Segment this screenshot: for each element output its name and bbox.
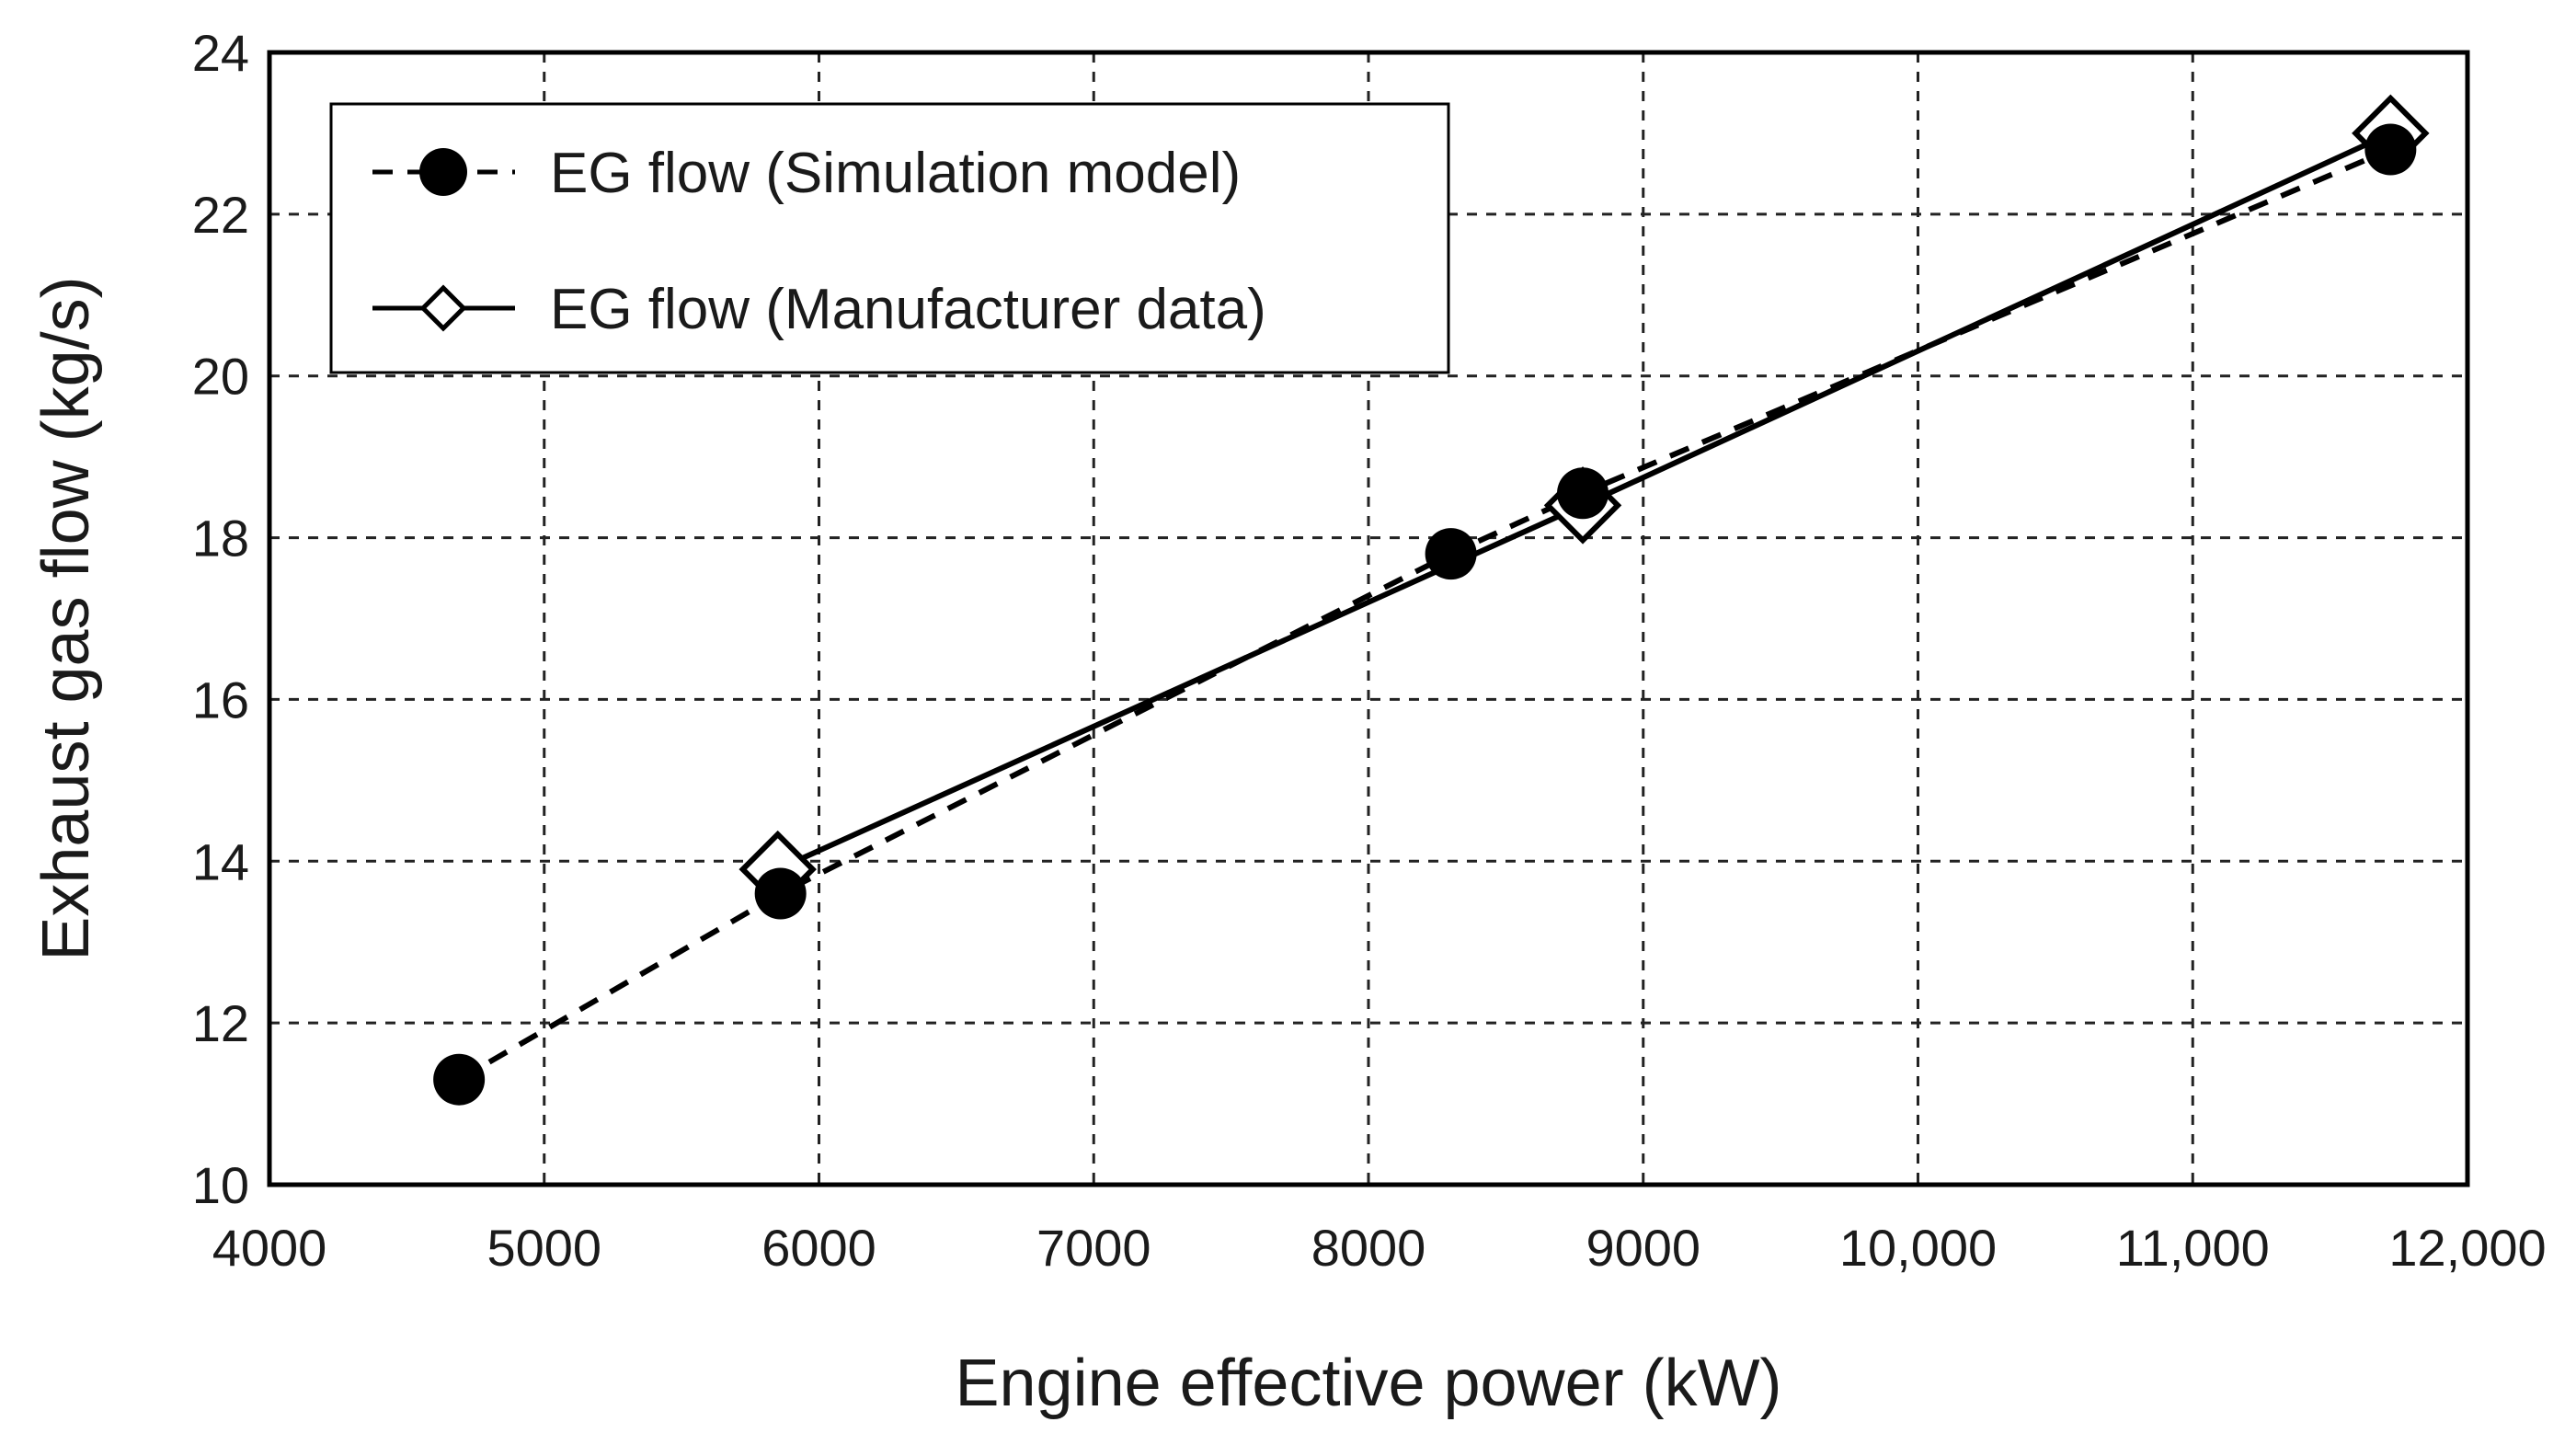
x-axis-title: Engine effective power (kW) xyxy=(955,1347,1781,1420)
simulation-data-point xyxy=(1425,528,1477,580)
y-tick-label: 14 xyxy=(192,832,249,890)
simulation-data-point xyxy=(754,867,807,920)
y-tick-label: 24 xyxy=(192,24,249,82)
legend-filled-circle-icon xyxy=(419,148,467,196)
y-tick-label: 22 xyxy=(192,186,249,244)
y-tick-label: 20 xyxy=(192,348,249,406)
y-axis-title: Exhaust gas flow (kg/s) xyxy=(29,276,103,960)
legend-label-manufacturer: EG flow (Manufacturer data) xyxy=(550,278,1266,341)
x-tick-label: 8000 xyxy=(1311,1219,1426,1277)
legend-entry-manufacturer: EG flow (Manufacturer data) xyxy=(372,278,1266,341)
simulation-data-point xyxy=(1557,467,1609,520)
simulation-data-point xyxy=(2364,123,2417,176)
legend-box xyxy=(329,102,1450,374)
x-tick-label: 4000 xyxy=(212,1219,327,1277)
grid-lines xyxy=(269,52,2467,1185)
y-tick-label: 10 xyxy=(192,1156,249,1214)
y-tick-label: 18 xyxy=(192,510,249,568)
data-markers xyxy=(433,94,2430,1106)
legend-entry-simulation: EG flow (Simulation model) xyxy=(372,142,1241,205)
simulation-data-point xyxy=(433,1053,486,1106)
x-tick-label: 5000 xyxy=(487,1219,601,1277)
y-tick-label: 16 xyxy=(192,671,249,728)
x-tick-label: 10,000 xyxy=(1839,1219,1997,1277)
legend-open-diamond-icon xyxy=(419,284,467,332)
plot-area-border xyxy=(267,50,2470,1187)
y-tick-label: 12 xyxy=(192,994,249,1052)
y-axis-ticks: 10 12 14 16 18 20 22 24 xyxy=(192,24,249,1214)
x-axis-ticks: 4000 5000 6000 7000 8000 9000 10,000 11,000 12,0… xyxy=(212,1219,2547,1277)
x-tick-label: 9000 xyxy=(1586,1219,1700,1277)
legend-label-simulation: EG flow (Simulation model) xyxy=(550,142,1241,205)
x-tick-label: 11,000 xyxy=(2116,1219,2270,1277)
legend: EG flow (Simulation model) EG flow (Manu… xyxy=(329,102,1450,374)
x-tick-label: 7000 xyxy=(1036,1219,1151,1277)
x-tick-label: 6000 xyxy=(761,1219,876,1277)
x-tick-label: 12,000 xyxy=(2388,1219,2546,1277)
